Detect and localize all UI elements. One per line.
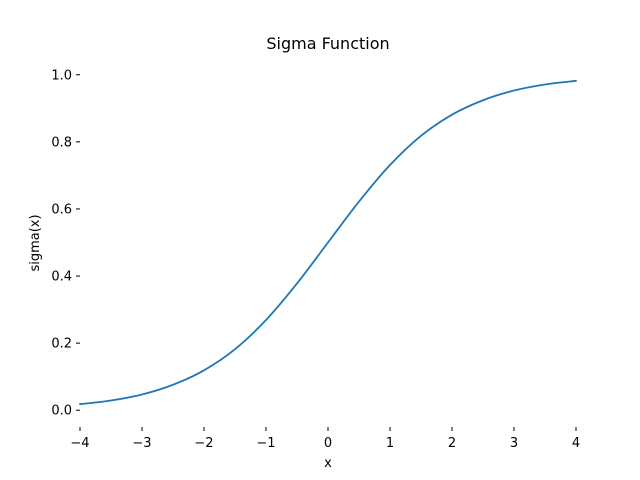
x-tick-label: 2 <box>448 436 456 451</box>
series-group <box>79 79 577 406</box>
y-tick-label: 0.4 <box>51 270 72 285</box>
x-axis-label: x <box>324 456 332 471</box>
y-tick-label: 0.8 <box>51 135 72 150</box>
y-tick-label: 1.0 <box>51 68 72 83</box>
x-tick-label: −3 <box>132 436 151 451</box>
x-tick-label: −1 <box>256 436 275 451</box>
x-tick-label: 1 <box>386 436 394 451</box>
y-tick-label: 0.0 <box>51 404 72 419</box>
x-tick-label: 4 <box>572 436 580 451</box>
y-tick-label: 0.2 <box>51 337 72 352</box>
y-axis-label: sigma(x) <box>28 214 43 271</box>
chart-title: Sigma Function <box>266 34 389 53</box>
x-tick-label: 3 <box>510 436 518 451</box>
x-tick-label: −2 <box>194 436 213 451</box>
x-tick-label: 0 <box>324 436 332 451</box>
y-axis-ticks: 0.0 0.2 0.4 0.6 0.8 1.0 <box>51 68 80 419</box>
series-line <box>79 79 577 406</box>
y-tick-label: 0.6 <box>51 202 72 217</box>
x-axis-ticks: −4 −3 −2 −1 0 1 2 3 4 <box>70 427 580 451</box>
x-tick-label: −4 <box>70 436 89 451</box>
